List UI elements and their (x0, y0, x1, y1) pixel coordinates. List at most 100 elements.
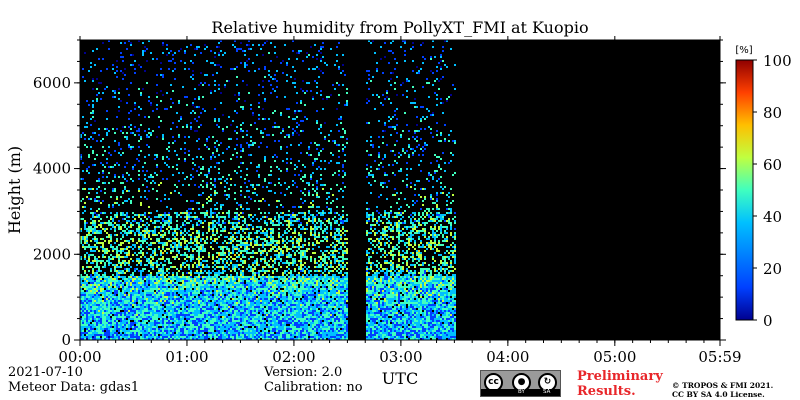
heatmap-cell (262, 80, 264, 82)
heatmap-cell (140, 214, 142, 216)
heatmap-cell (132, 326, 134, 328)
heatmap-cell (108, 234, 110, 236)
heatmap-cell (80, 292, 82, 294)
heatmap-cell (210, 92, 212, 94)
heatmap-cell (154, 324, 156, 326)
heatmap-cell (138, 278, 140, 280)
heatmap-cell (236, 292, 238, 294)
heatmap-cell (120, 302, 122, 304)
heatmap-cell (114, 288, 116, 290)
heatmap-cell (164, 294, 166, 296)
heatmap-cell (260, 254, 262, 256)
heatmap-cell (144, 314, 146, 316)
heatmap-cell (240, 308, 242, 310)
heatmap-cell (162, 138, 164, 140)
heatmap-cell (260, 314, 262, 316)
heatmap-cell (224, 228, 226, 230)
heatmap-cell (126, 322, 128, 324)
heatmap-cell (226, 212, 228, 214)
heatmap-cell (82, 332, 84, 334)
heatmap-cell (224, 180, 226, 182)
heatmap-cell (190, 332, 192, 334)
heatmap-cell (180, 264, 182, 266)
heatmap-cell (88, 332, 90, 334)
heatmap-cell (178, 334, 180, 336)
heatmap-cell (170, 98, 172, 100)
heatmap-cell (98, 298, 100, 300)
heatmap-cell (92, 308, 94, 310)
heatmap-cell (160, 242, 162, 244)
heatmap-cell (116, 214, 118, 216)
heatmap-cell (170, 320, 172, 322)
heatmap-cell (238, 232, 240, 234)
heatmap-cell (80, 238, 82, 240)
heatmap-cell (212, 184, 214, 186)
heatmap-cell (140, 308, 142, 310)
heatmap-cell (110, 338, 112, 340)
heatmap-cell (80, 326, 82, 328)
heatmap-cell (156, 298, 158, 300)
heatmap-cell (248, 320, 250, 322)
heatmap-cell (174, 242, 176, 244)
heatmap-cell (204, 276, 206, 278)
heatmap-cell (124, 336, 126, 338)
heatmap-cell (202, 326, 204, 328)
heatmap-cell (168, 308, 170, 310)
heatmap-cell (90, 296, 92, 298)
heatmap-cell (126, 334, 128, 336)
heatmap-cell (90, 230, 92, 232)
heatmap-cell (220, 312, 222, 314)
heatmap-cell (112, 308, 114, 310)
heatmap-cell (102, 322, 104, 324)
heatmap-cell (162, 338, 164, 340)
heatmap-cell (164, 272, 166, 274)
heatmap-cell (158, 330, 160, 332)
heatmap-cell (80, 258, 82, 260)
heatmap-cell (166, 324, 168, 326)
heatmap-cell (130, 334, 132, 336)
heatmap-cell (250, 294, 252, 296)
heatmap-cell (164, 292, 166, 294)
heatmap-cell (208, 318, 210, 320)
heatmap-cell (234, 94, 236, 96)
heatmap-cell (252, 322, 254, 324)
heatmap-cell (156, 280, 158, 282)
heatmap-cell (80, 298, 82, 300)
heatmap-cell (196, 322, 198, 324)
heatmap-cell (116, 292, 118, 294)
heatmap-cell (102, 326, 104, 328)
heatmap-cell (210, 280, 212, 282)
heatmap-cell (226, 280, 228, 282)
heatmap-cell (106, 312, 108, 314)
heatmap-cell (142, 294, 144, 296)
heatmap-cell (180, 234, 182, 236)
heatmap-cell (176, 186, 178, 188)
heatmap-cell (218, 322, 220, 324)
heatmap-cell (94, 246, 96, 248)
heatmap-cell (116, 328, 118, 330)
heatmap-cell (202, 280, 204, 282)
heatmap-cell (122, 318, 124, 320)
heatmap-cell (172, 318, 174, 320)
heatmap-cell (230, 236, 232, 238)
heatmap-cell (148, 40, 150, 42)
heatmap-cell (228, 250, 230, 252)
heatmap-cell (104, 252, 106, 254)
heatmap-cell (170, 226, 172, 228)
heatmap-cell (206, 186, 208, 188)
heatmap-cell (216, 330, 218, 332)
heatmap-cell (184, 308, 186, 310)
heatmap-cell (104, 280, 106, 282)
heatmap-cell (146, 320, 148, 322)
heatmap-cell (134, 320, 136, 322)
heatmap-cell (246, 284, 248, 286)
heatmap-cell (100, 310, 102, 312)
heatmap-cell (192, 302, 194, 304)
heatmap-cell (252, 270, 254, 272)
heatmap-cell (248, 308, 250, 310)
heatmap-cell (82, 170, 84, 172)
heatmap-cell (244, 338, 246, 340)
heatmap-cell (236, 236, 238, 238)
heatmap-cell (192, 294, 194, 296)
heatmap-cell (138, 230, 140, 232)
